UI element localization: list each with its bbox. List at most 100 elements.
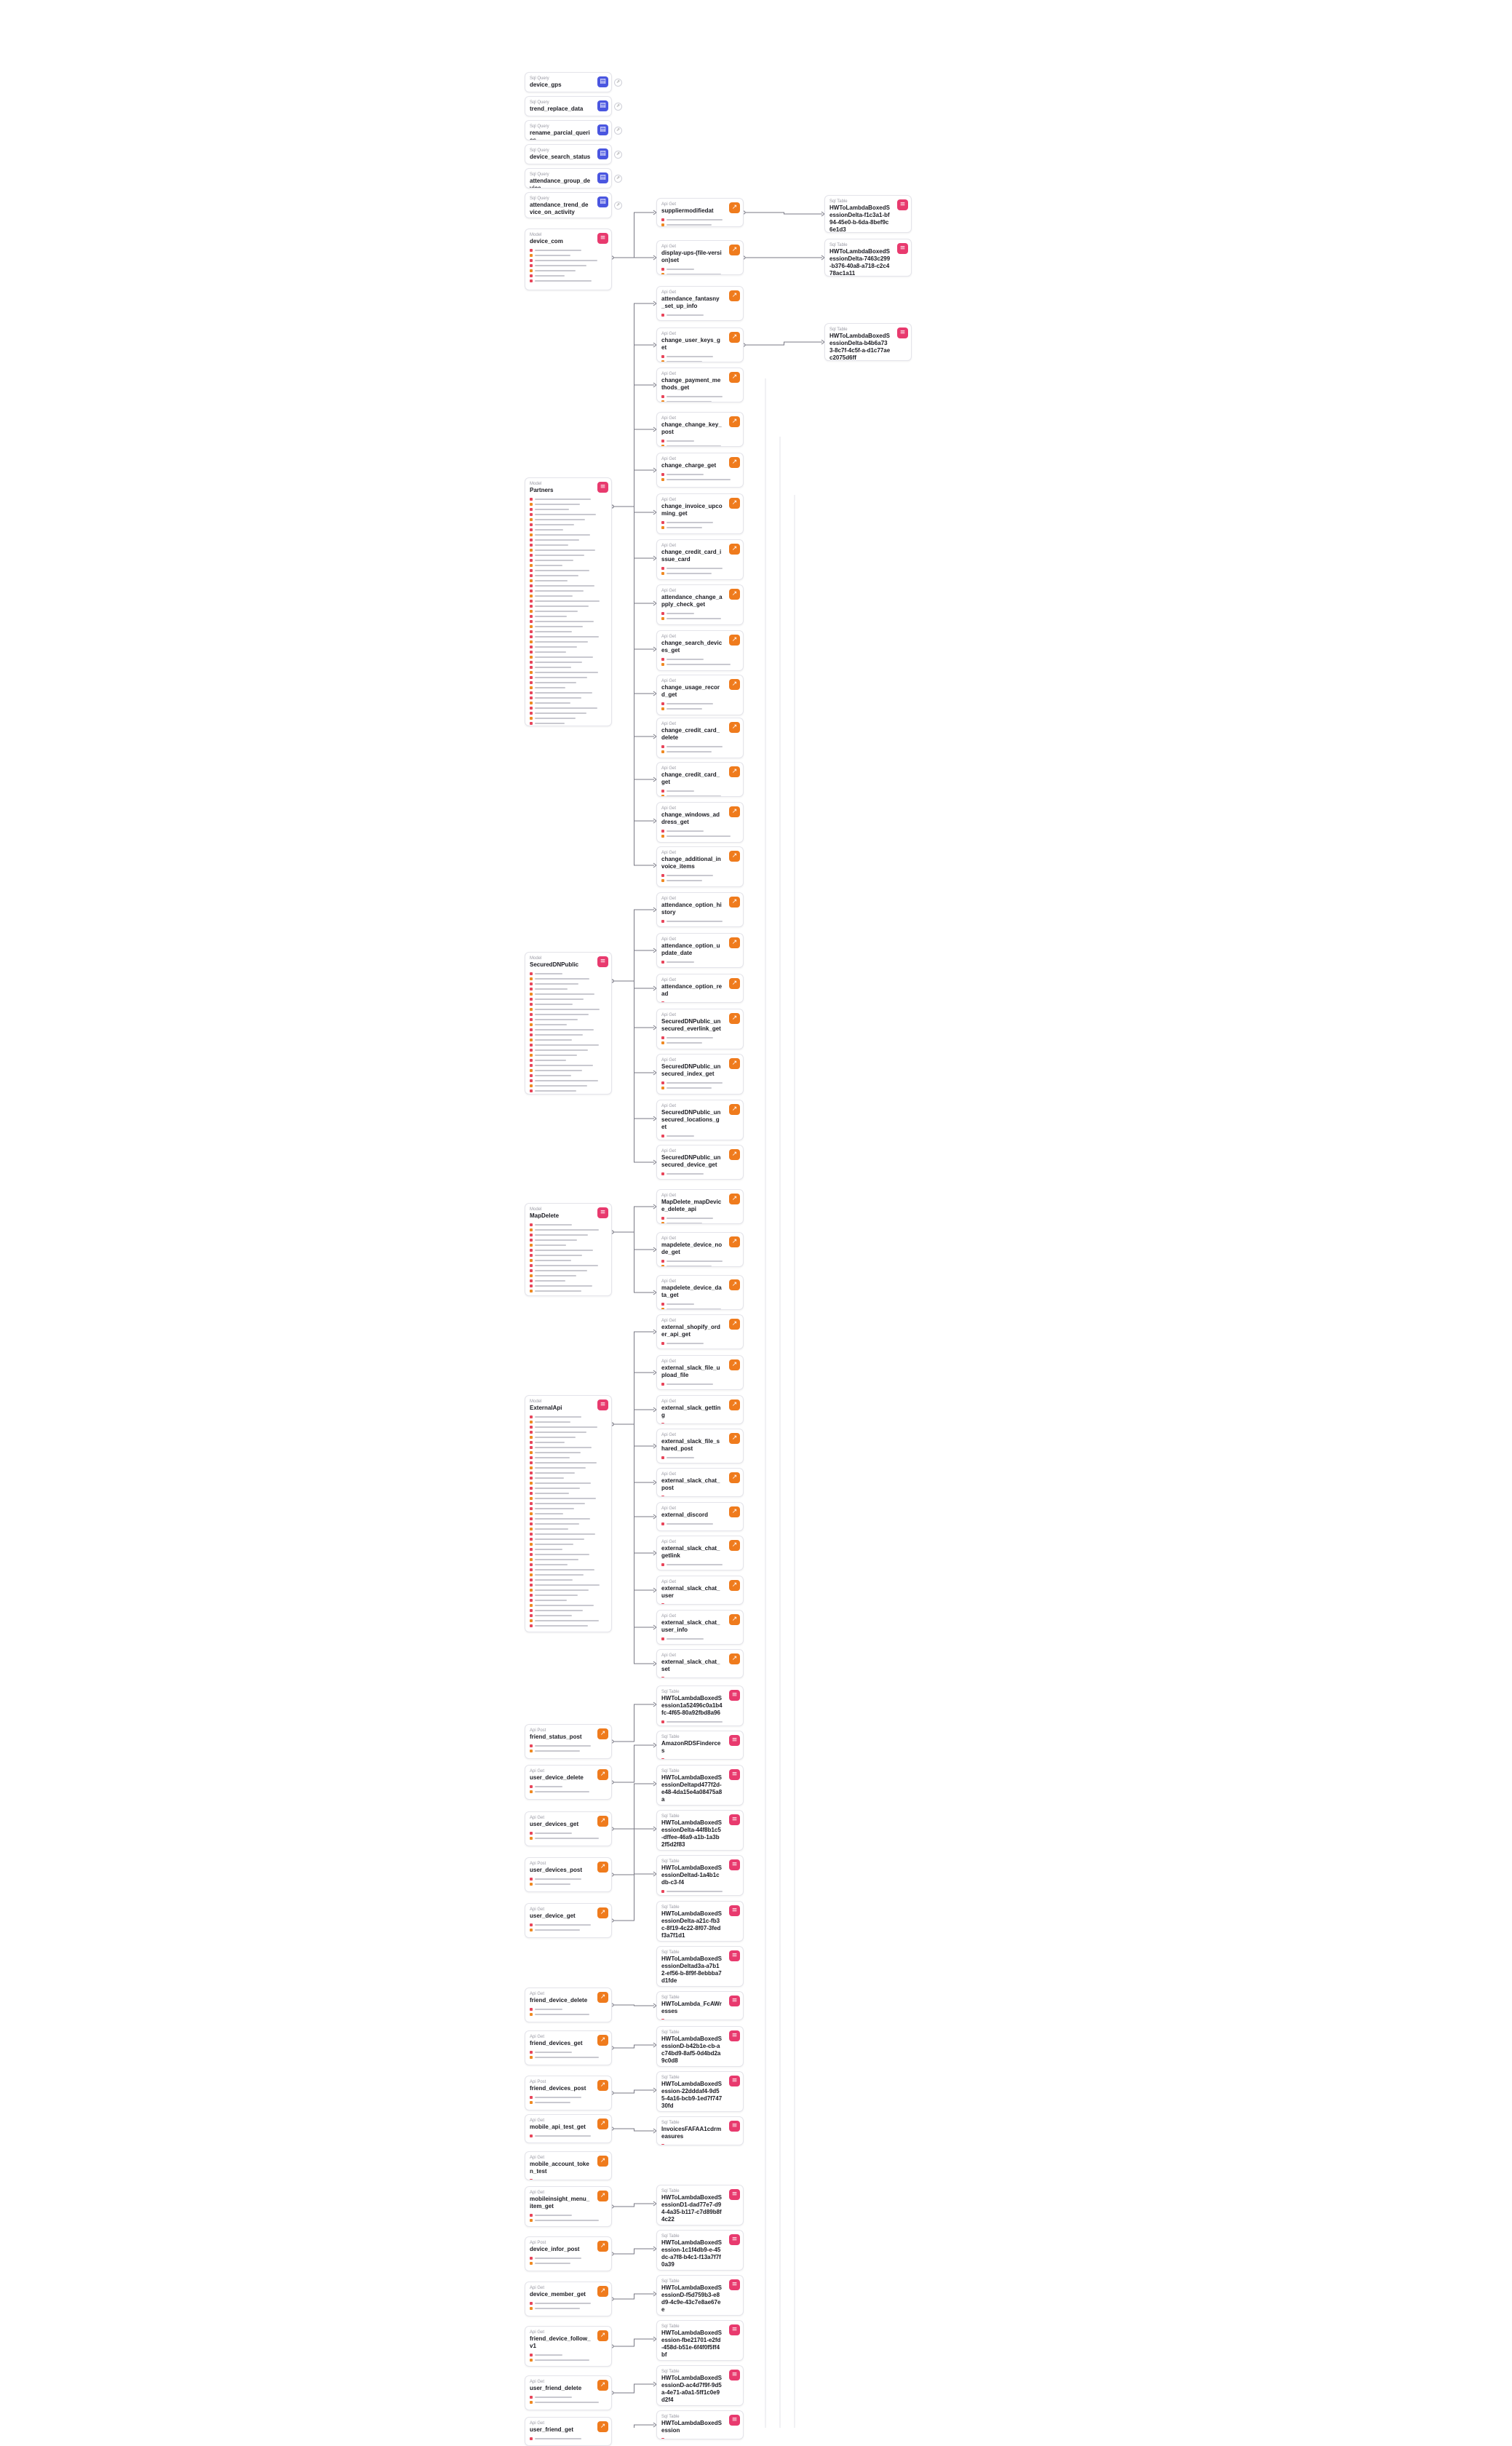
node-table[interactable]: ≡ Sql Table HWToLambdaBoxedSessionD-ac4d7f… (656, 2365, 744, 2406)
node-sql[interactable]: ▤ Sql Query device_search_status (525, 144, 612, 164)
node-api[interactable]: ↗ Api Get change_credit_card_get (656, 762, 744, 797)
node-api[interactable]: ↗ Api Get mobileinsight_menu_item_get (525, 2186, 612, 2227)
node-api[interactable]: ↗ Api Get change_invoice_upcoming_get (656, 493, 744, 534)
node-table[interactable]: ≡ Sql Table HWToLambda_FcAWresses (656, 1991, 744, 2020)
node-api[interactable]: ↗ Api Get MapDelete_mapDevice_delete_api (656, 1189, 744, 1224)
node-api[interactable]: ↗ Api Get display-ups-(file-version)set (656, 240, 744, 275)
node-api[interactable]: ↗ Api Get device_member_get (525, 2282, 612, 2316)
node-model[interactable]: ≡ Model Partners (525, 477, 612, 726)
node-api[interactable]: ↗ Api Get external_slack_chat_getlink (656, 1536, 744, 1571)
node-api[interactable]: ↗ Api Get SecuredDNPublic_unsecured_index_… (656, 1054, 744, 1095)
node-table[interactable]: ≡ Sql Table HWToLambdaBoxedSessionDelta-b4… (824, 323, 912, 361)
node-table[interactable]: ≡ Sql Table HWToLambdaBoxedSessionD-b42b1e… (656, 2026, 744, 2067)
node-api[interactable]: ↗ Api Get suppliermodifiedat (656, 198, 744, 227)
node-api[interactable]: ↗ Api Get mobile_api_test_get (525, 2114, 612, 2143)
node-api[interactable]: ↗ Api Get external_slack_file_upload_file (656, 1355, 744, 1390)
node-api[interactable]: ↗ Api Get external_slack_file_shared_post (656, 1429, 744, 1464)
node-api[interactable]: ↗ Api Get change_user_keys_get (656, 327, 744, 362)
node-table[interactable]: ≡ Sql Table HWToLambdaBoxedSessionDelta-44… (656, 1810, 744, 1851)
node-api[interactable]: ↗ Api Get attendance_option_read (656, 974, 744, 1003)
node-api[interactable]: ↗ Api Get external_discord (656, 1502, 744, 1531)
node-table[interactable]: ≡ Sql Table HWToLambdaBoxedSession (656, 2410, 744, 2439)
node-table[interactable]: ≡ Sql Table AmazonRDSFinderces (656, 1731, 744, 1760)
node-api[interactable]: ↗ Api Get external_slack_chat_user (656, 1576, 744, 1605)
node-api[interactable]: ↗ Api Get change_additional_invoice_items (656, 846, 744, 887)
link-icon[interactable]: ⇗ (614, 151, 622, 159)
node-sql[interactable]: ▤ Sql Query rename_parcial_queries (525, 120, 612, 140)
node-table[interactable]: ≡ Sql Table HWToLambdaBoxedSessionDeltapd4… (656, 1765, 744, 1806)
node-api[interactable]: ↗ Api Get external_shopify_order_api_get (656, 1314, 744, 1349)
node-api[interactable]: ↗ Api Get change_credit_card_issue_card (656, 539, 744, 580)
node-api[interactable]: ↗ Api Get change_payment_methods_get (656, 368, 744, 402)
node-api[interactable]: ↗ Api Get friend_device_follow_v1 (525, 2326, 612, 2367)
node-sql[interactable]: ▤ Sql Query attendance_trend_device_on_act… (525, 192, 612, 218)
node-sql[interactable]: ▤ Sql Query attendance_group_device (525, 168, 612, 188)
node-type-caption: Api Get (530, 2156, 545, 2160)
field-placeholder (535, 1533, 595, 1535)
node-api[interactable]: ↗ Api Get user_device_delete (525, 1765, 612, 1800)
node-api[interactable]: ↗ Api Get change_usage_record_get (656, 675, 744, 715)
node-api[interactable]: ↗ Api Get external_slack_chat_post (656, 1468, 744, 1497)
node-table[interactable]: ≡ Sql Table HWToLambdaBoxedSessionDeltad-1… (656, 1855, 744, 1896)
node-api[interactable]: ↗ Api Get user_friend_get (525, 2417, 612, 2446)
link-icon[interactable]: ⇗ (614, 202, 622, 210)
node-api[interactable]: ↗ Api Get friend_devices_get (525, 2030, 612, 2065)
field-type-icon (530, 1532, 533, 1536)
node-api[interactable]: ↗ Api Get external_slack_chat_set (656, 1649, 744, 1678)
node-table[interactable]: ≡ Sql Table HWToLambdaBoxedSession-fbe2170… (656, 2320, 744, 2361)
edge-connector (612, 469, 654, 507)
node-table[interactable]: ≡ Sql Table HWToLambdaBoxedSessionDelta-f1… (824, 195, 912, 233)
node-api[interactable]: ↗ Api Get SecuredDNPublic_unsecured_device… (656, 1145, 744, 1180)
node-model[interactable]: ≡ Model device_com (525, 229, 612, 290)
node-api[interactable]: ↗ Api Get external_slack_getting (656, 1395, 744, 1424)
node-api[interactable]: ↗ Api Get attendance_option_history (656, 892, 744, 927)
node-api[interactable]: ↗ Api Get external_slack_chat_user_info (656, 1610, 744, 1645)
node-api[interactable]: ↗ Api Get change_search_devices_get (656, 630, 744, 671)
node-api[interactable]: ↗ Api Get change_credit_card_delete (656, 718, 744, 758)
link-icon[interactable]: ⇗ (614, 103, 622, 111)
field-type-icon (530, 1522, 533, 1525)
field-placeholder (667, 395, 723, 397)
node-sql[interactable]: ▤ Sql Query device_gps (525, 72, 612, 92)
node-api[interactable]: ↗ Api Post friend_status_post (525, 1724, 612, 1759)
node-api[interactable]: ↗ Api Get attendance_fantasny_set_up_info (656, 286, 744, 321)
node-api[interactable]: ↗ Api Get change_change_key_post (656, 412, 744, 447)
node-api[interactable]: ↗ Api Get attendance_option_update_date (656, 933, 744, 968)
node-api[interactable]: ↗ Api Get user_device_get (525, 1903, 612, 1938)
node-api[interactable]: ↗ Api Get change_windows_address_get (656, 802, 744, 843)
node-table[interactable]: ≡ Sql Table HWToLambdaBoxedSession-22dddaf… (656, 2071, 744, 2112)
field-placeholder (535, 1517, 590, 1520)
link-icon[interactable]: ⇗ (614, 175, 622, 183)
node-api[interactable]: ↗ Api Get SecuredDNPublic_unsecured_locati… (656, 1100, 744, 1140)
node-table[interactable]: ≡ Sql Table HWToLambdaBoxedSession1a52496c… (656, 1685, 744, 1726)
node-table[interactable]: ≡ Sql Table HWToLambdaBoxedSessionD1-dad77… (656, 2185, 744, 2225)
node-model[interactable]: ≡ Model MapDelete (525, 1203, 612, 1296)
node-table[interactable]: ≡ Sql Table InvoicesFAFAA1cdrmeasures (656, 2116, 744, 2145)
node-table[interactable]: ≡ Sql Table HWToLambdaBoxedSessionDeltad3a… (656, 1946, 744, 1987)
node-table[interactable]: ≡ Sql Table HWToLambdaBoxedSessionDelta-74… (824, 239, 912, 277)
node-table[interactable]: ≡ Sql Table HWToLambdaBoxedSessionD-f5d759… (656, 2275, 744, 2316)
edge-connector (612, 1423, 654, 1591)
node-api[interactable]: ↗ Api Post user_devices_post (525, 1857, 612, 1892)
node-api[interactable]: ↗ Api Get attendance_change_apply_check_ge… (656, 584, 744, 625)
node-api[interactable]: ↗ Api Get mapdelete_device_node_get (656, 1232, 744, 1267)
node-table[interactable]: ≡ Sql Table HWToLambdaBoxedSessionDelta-a2… (656, 1901, 744, 1942)
node-table[interactable]: ≡ Sql Table HWToLambdaBoxedSession-1c1f4db… (656, 2230, 744, 2271)
node-api[interactable]: ↗ Api Post friend_devices_post (525, 2076, 612, 2111)
edge-connector (612, 980, 654, 1119)
node-api[interactable]: ↗ Api Get SecuredDNPublic_unsecured_everli… (656, 1009, 744, 1049)
node-api[interactable]: ↗ Api Get change_charge_get (656, 453, 744, 488)
node-api[interactable]: ↗ Api Post device_infor_post (525, 2236, 612, 2271)
node-api[interactable]: ↗ Api Get mapdelete_device_data_get (656, 1275, 744, 1310)
node-model[interactable]: ≡ Model SecuredDNPublic (525, 952, 612, 1095)
node-api[interactable]: ↗ Api Get user_devices_get (525, 1811, 612, 1846)
link-icon[interactable]: ⇗ (614, 127, 622, 135)
node-api[interactable]: ↗ Api Get mobile_account_token_test (525, 2151, 612, 2180)
link-icon[interactable]: ⇗ (614, 79, 622, 87)
node-sql[interactable]: ▤ Sql Query trend_replace_data (525, 96, 612, 116)
node-api[interactable]: ↗ Api Get friend_device_delete (525, 1988, 612, 2022)
table-icon: ≡ (729, 2324, 740, 2335)
node-api[interactable]: ↗ Api Get user_friend_delete (525, 2375, 612, 2410)
node-model[interactable]: ≡ Model ExternalApi (525, 1395, 612, 1632)
